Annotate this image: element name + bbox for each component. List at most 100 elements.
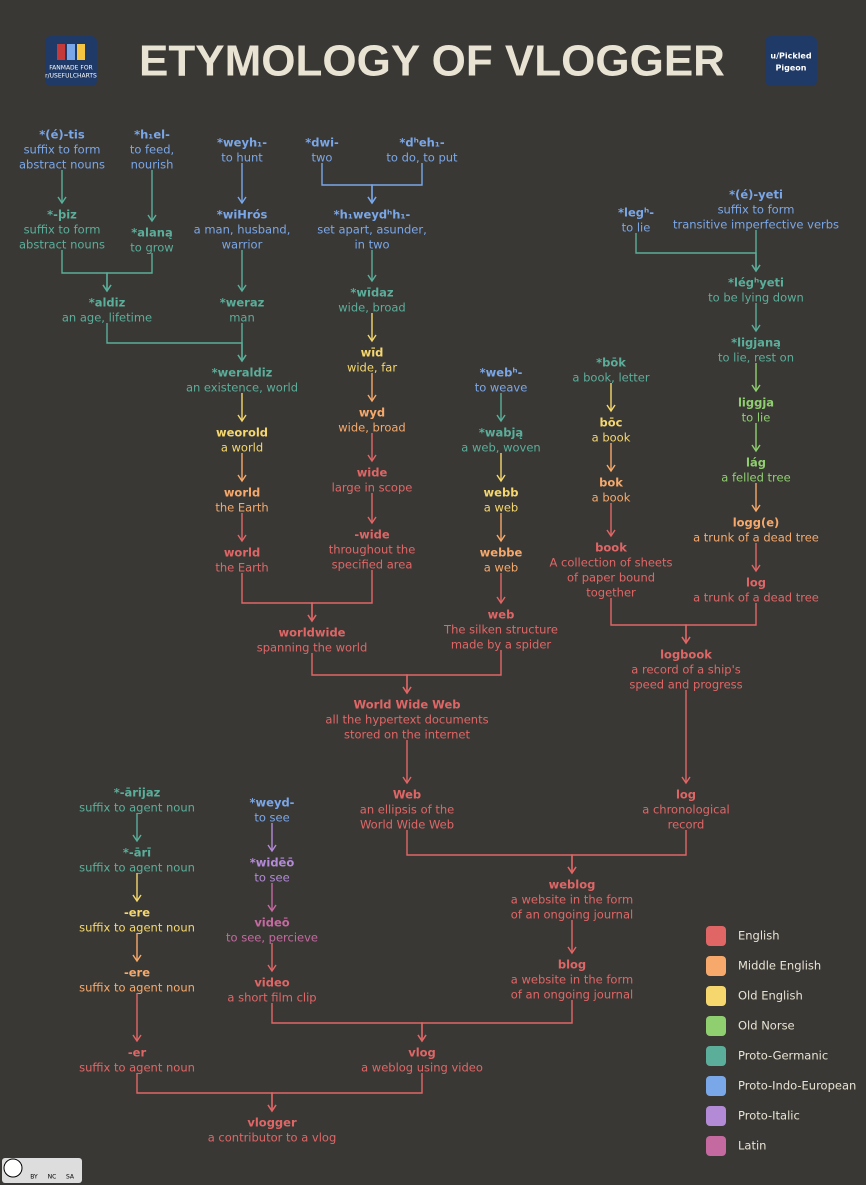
node-gloss: to see — [254, 811, 289, 825]
node-gloss: to be lying down — [708, 291, 804, 305]
node-gloss: suffix to form — [24, 143, 101, 157]
legend-swatch — [706, 1016, 726, 1036]
node-word: *-ārijaz — [114, 786, 161, 800]
license-badge — [2, 1158, 82, 1183]
node-gloss: speed and progress — [629, 678, 742, 692]
node-gloss: a felled tree — [721, 471, 790, 485]
node-gloss: a world — [221, 441, 263, 455]
node-word: *bōk — [596, 356, 626, 370]
node-gloss: wide, broad — [338, 421, 405, 435]
node-gloss: to see — [254, 871, 289, 885]
arrowhead — [751, 264, 761, 273]
arrowhead — [367, 334, 377, 343]
node-word: -wide — [354, 528, 390, 542]
legend: English Middle English Old English Old Nors… — [706, 926, 856, 1156]
node-word: log — [676, 788, 696, 802]
node-gloss: made by a spider — [451, 638, 552, 652]
edge — [271, 1073, 423, 1111]
edge — [571, 830, 687, 873]
badge-left-text: r/USEFULCHARTS — [45, 73, 97, 80]
node-gloss: a contributor to a vlog — [208, 1131, 337, 1145]
node-gloss: to see, percieve — [226, 931, 318, 945]
node-gloss: to grow — [130, 241, 173, 255]
node-gloss: suffix to agent noun — [79, 921, 195, 935]
legend-label: Middle English — [738, 959, 821, 973]
node-word: -ere — [124, 906, 150, 920]
node-word: vlog — [408, 1046, 436, 1060]
arrowhead — [402, 776, 412, 785]
edge — [421, 1000, 573, 1041]
node-gloss: set apart, asunder, — [317, 223, 427, 237]
node-gloss: a website in the form — [511, 893, 633, 907]
node-gloss: to do, to put — [386, 151, 458, 165]
node-gloss: of an ongoing journal — [511, 908, 633, 922]
node-word: vlogger — [247, 1116, 297, 1130]
arrowhead — [751, 324, 761, 333]
arrowhead — [237, 354, 247, 363]
license-text: NC — [48, 1174, 57, 1181]
node-gloss: suffix to agent noun — [79, 1061, 195, 1075]
badge-icon — [67, 44, 75, 60]
node-gloss: a trunk of a dead tree — [693, 531, 819, 545]
legend-swatch — [706, 926, 726, 946]
node-gloss: an existence, world — [186, 381, 298, 395]
node-gloss: World Wide Web — [360, 818, 454, 832]
node-gloss: an ellipsis of the — [360, 803, 454, 817]
badge-icon — [77, 44, 85, 60]
node-word: weorold — [216, 426, 268, 440]
node-gloss: a website in the form — [511, 973, 633, 987]
node-word: worldwide — [279, 626, 346, 640]
legend-label: Proto-Germanic — [738, 1049, 828, 1063]
badge-right-text: u/Pickled — [770, 52, 811, 61]
legend-label: Latin — [738, 1139, 766, 1153]
node-word: bok — [599, 476, 623, 490]
node-word: *-þiz — [47, 208, 77, 222]
badge-right — [765, 36, 817, 86]
legend-swatch — [706, 1106, 726, 1126]
legend-label: English — [738, 929, 780, 943]
legend-label: Old English — [738, 989, 803, 1003]
node-word: liggja — [738, 396, 774, 410]
legend-label: Proto-Indo-European — [738, 1079, 856, 1093]
arrowhead — [606, 404, 616, 413]
arrowhead — [367, 454, 377, 463]
node-gloss: abstract nouns — [19, 238, 105, 252]
node-word: blog — [558, 958, 586, 972]
node-gloss: a weblog using video — [361, 1061, 483, 1075]
title: ETYMOLOGY OF VLOGGER — [139, 37, 725, 86]
node-word: *h₁el- — [134, 128, 170, 142]
node-word: videō — [254, 916, 289, 930]
legend-swatch — [706, 1076, 726, 1096]
node-gloss: a book, letter — [572, 371, 649, 385]
node-word: *dʰeh₁- — [399, 136, 445, 150]
arrowhead — [751, 384, 761, 393]
node-gloss: all the hypertext documents — [325, 713, 488, 727]
arrowhead — [367, 196, 377, 205]
node-word: wyd — [359, 406, 385, 420]
node-gloss: in two — [354, 238, 389, 252]
node-word: *weyd- — [250, 796, 295, 810]
arrowhead — [751, 564, 761, 573]
node-word: *wiHrós — [217, 208, 268, 222]
node-gloss: specified area — [332, 558, 413, 572]
node-word: *aldiz — [89, 296, 126, 310]
arrowhead — [237, 196, 247, 205]
arrowhead — [751, 504, 761, 513]
legend-swatch — [706, 956, 726, 976]
legend-label: Proto-Italic — [738, 1109, 800, 1123]
arrowhead — [132, 834, 142, 843]
node-gloss: to lie — [622, 221, 651, 235]
badge-left-text: FANMADE FOR — [49, 65, 92, 72]
node-gloss: large in scope — [332, 481, 413, 495]
node-gloss: abstract nouns — [19, 158, 105, 172]
node-word: video — [254, 976, 289, 990]
arrowhead — [132, 954, 142, 963]
node-word: *legʰ- — [618, 206, 654, 220]
arrowhead — [681, 636, 691, 645]
arrowhead — [267, 844, 277, 853]
node-word: wīd — [361, 346, 384, 360]
node-word: book — [595, 541, 627, 555]
arrowhead — [102, 284, 112, 293]
node-gloss: to feed, — [130, 143, 174, 157]
